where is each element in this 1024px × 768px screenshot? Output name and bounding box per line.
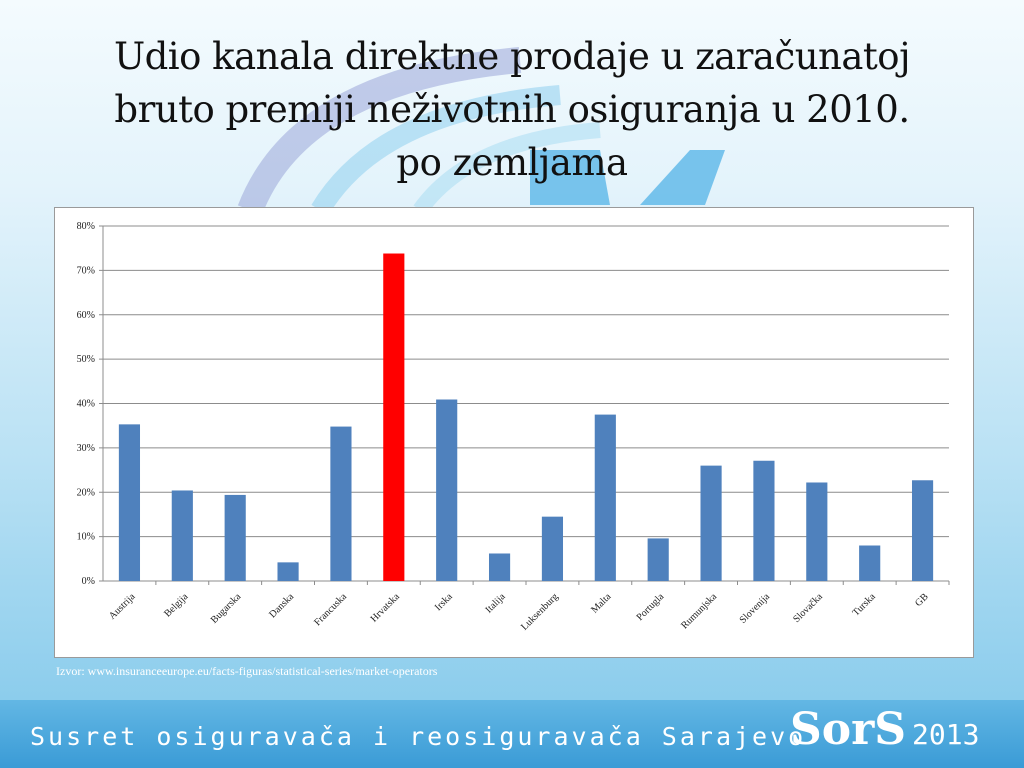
y-tick-label: 70% bbox=[77, 265, 95, 276]
y-tick-label: 30% bbox=[77, 443, 95, 454]
title-line-3: po zemljama bbox=[396, 141, 628, 184]
bar-9 bbox=[594, 414, 616, 581]
x-tick-label: Francuska bbox=[312, 591, 349, 628]
x-tick-label: Rumunjska bbox=[679, 591, 719, 631]
bar-12 bbox=[753, 460, 775, 581]
x-tick-label: Malta bbox=[589, 591, 614, 616]
bar-4 bbox=[330, 426, 352, 581]
bar-1 bbox=[171, 490, 193, 581]
title-line-2: bruto premiji neživotnih osiguranja u 20… bbox=[114, 88, 910, 131]
x-tick-label: Irska bbox=[433, 591, 455, 613]
bar-7 bbox=[488, 553, 511, 581]
footer-event-name: Susret osiguravača i reosiguravača Saraj… bbox=[30, 722, 807, 751]
x-tick-label: Slovačka bbox=[791, 591, 825, 625]
x-tick-label: Austrija bbox=[107, 591, 138, 622]
bar-6 bbox=[436, 399, 458, 581]
title-line-1: Udio kanala direktne prodaje u zaračunat… bbox=[113, 35, 911, 78]
y-tick-label: 20% bbox=[77, 487, 95, 498]
x-tick-label: Portugla bbox=[635, 591, 667, 623]
x-tick-label: Luksenburg bbox=[519, 591, 560, 632]
bar-14 bbox=[859, 545, 881, 581]
x-tick-label: Bugarska bbox=[209, 591, 244, 626]
bar-10 bbox=[647, 538, 669, 581]
slide-title: Udio kanala direktne prodaje u zaračunat… bbox=[40, 30, 984, 189]
footer-logo: SorS bbox=[790, 704, 907, 755]
bar-chart: 0% 10% 20% 30% 40% 50% 60% 70% 80% Austrija Belgij… bbox=[77, 221, 950, 633]
x-tick-label: Belgija bbox=[162, 591, 191, 620]
source-note: Izvor: www.insuranceeurope.eu/facts-figu… bbox=[56, 664, 438, 678]
bar-3 bbox=[277, 562, 299, 581]
x-tick-label: Turska bbox=[851, 591, 879, 619]
bar-13 bbox=[806, 482, 828, 581]
chart-container: 0% 10% 20% 30% 40% 50% 60% 70% 80% Austrija Belgij… bbox=[54, 207, 974, 658]
y-tick-label: 0% bbox=[82, 576, 95, 587]
bar-8 bbox=[541, 516, 564, 581]
x-tick-label: GB bbox=[913, 591, 931, 609]
y-tick-label: 40% bbox=[77, 399, 95, 410]
bar-15 bbox=[911, 480, 934, 581]
x-tick-label: Hrvatska bbox=[369, 591, 403, 625]
y-tick-label: 50% bbox=[77, 354, 95, 365]
y-tick-label: 80% bbox=[77, 221, 95, 232]
x-tick-label: Italija bbox=[483, 591, 508, 616]
footer-bar bbox=[0, 700, 1024, 768]
bar-0 bbox=[118, 424, 141, 581]
footer-year: 2013 bbox=[912, 718, 980, 751]
bar-11 bbox=[700, 465, 722, 581]
bar-2 bbox=[224, 494, 246, 581]
y-tick-label: 10% bbox=[77, 532, 95, 543]
bar-5 bbox=[383, 253, 405, 581]
y-tick-label: 60% bbox=[77, 310, 95, 321]
x-tick-label: Slovenija bbox=[738, 591, 773, 626]
x-tick-label: Danska bbox=[267, 591, 296, 620]
